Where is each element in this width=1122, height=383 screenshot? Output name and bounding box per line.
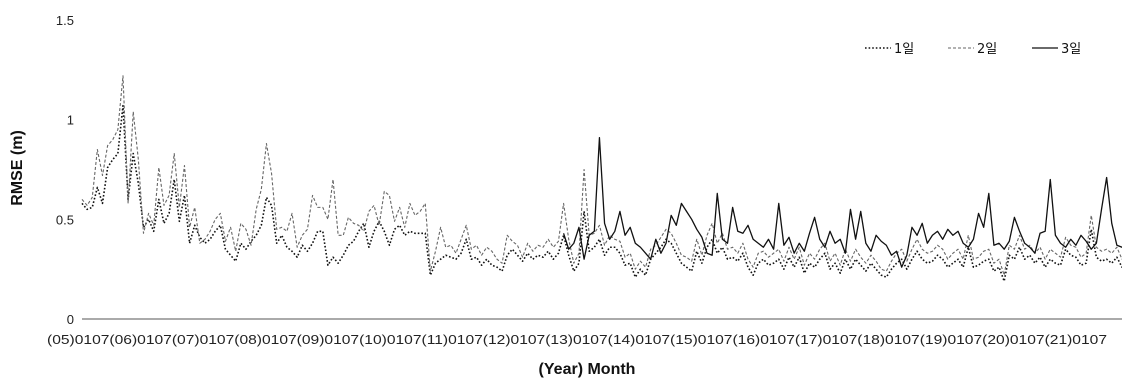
y-tick-label: 0.5: [56, 212, 74, 227]
y-axis: 0 0.5 1 1.5: [56, 13, 74, 327]
legend-item-2: 2일: [948, 42, 997, 57]
y-tick-label: 1: [67, 113, 74, 128]
legend-item-3: 3일: [1032, 42, 1081, 57]
series-layer: [81, 75, 1122, 282]
legend-item-1: 1일: [865, 42, 914, 57]
x-axis-label: (Year) Month: [539, 361, 636, 378]
series-line-1: [81, 104, 1122, 282]
x-tick-labels: (05)0107(06)0107(07)0107(08)0107(09)0107…: [47, 332, 1107, 347]
legend-label: 1일: [894, 42, 914, 57]
legend: 1일 2일 3일: [865, 42, 1081, 57]
y-tick-label: 1.5: [56, 13, 74, 28]
legend-label: 3일: [1061, 42, 1081, 57]
series-line-3: [562, 136, 1122, 268]
y-tick-label: 0: [67, 312, 74, 327]
series-line-2: [81, 75, 1122, 276]
y-axis-label: RMSE (m): [9, 130, 26, 206]
legend-label: 2일: [977, 42, 997, 57]
